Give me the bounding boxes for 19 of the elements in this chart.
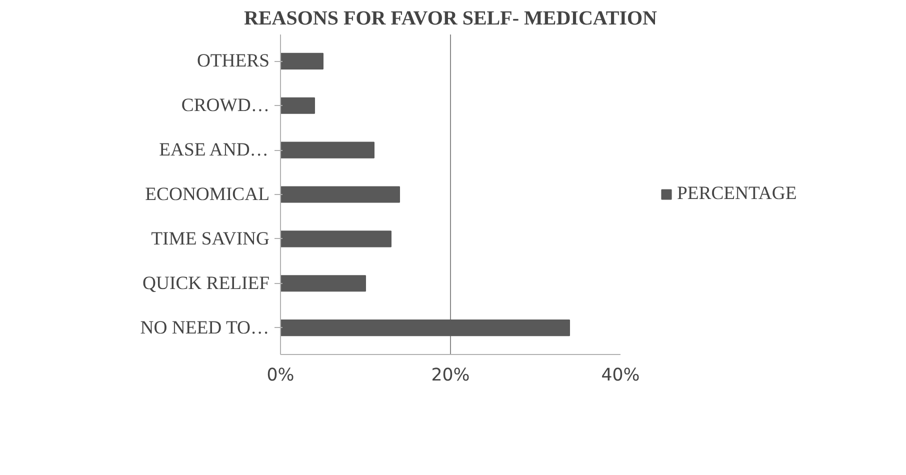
x-tick-label: 40% — [601, 366, 640, 386]
bar — [280, 52, 324, 70]
y-tick-label: NO NEED TO… — [140, 317, 270, 338]
y-tick-label: OTHERS — [196, 50, 270, 72]
legend-label: PERCENTAGE — [677, 183, 797, 205]
x-tick-label: 20% — [431, 366, 470, 386]
bar — [280, 275, 366, 292]
y-tick-label: QUICK RELIEF — [142, 272, 270, 294]
y-tick-label: CROWD… — [181, 95, 270, 116]
bar — [280, 230, 392, 248]
x-tick-label: 0% — [266, 366, 294, 386]
chart-title: REASONS FOR FAVOR SELF- MEDICATION — [244, 8, 658, 30]
bar — [280, 186, 400, 203]
y-tick-label: TIME SAVING — [151, 228, 270, 250]
bar — [280, 142, 374, 158]
y-tick-label: EASE AND… — [159, 140, 268, 161]
bar — [280, 97, 315, 114]
bar — [280, 320, 570, 336]
y-tick-label: ECONOMICAL — [145, 184, 270, 205]
